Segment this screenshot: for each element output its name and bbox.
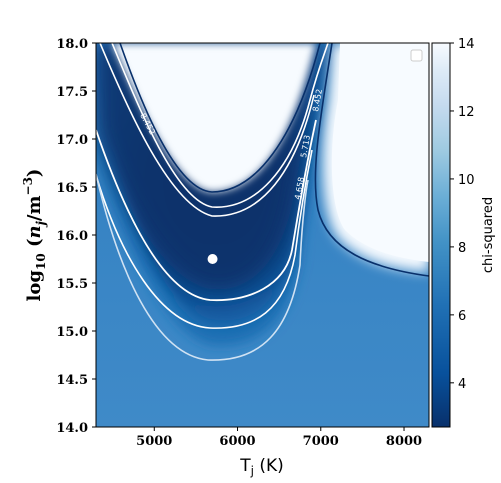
heatmap-plot-area: 8.452 8.452 5.713 4.658 [96,43,429,427]
contour-label-5713: 5.713 [299,134,312,158]
x-axis-label: Tj (K) [239,456,284,478]
colorbar-tick-label: 4 [458,377,466,392]
heatmap-upper-region [112,43,316,192]
x-tick-label: 8000 [386,434,422,449]
contour-line-8452 [111,43,329,208]
colorbar [432,43,450,427]
heatmap-right-region-core [331,43,429,262]
x-tick-label: 5000 [136,434,172,449]
y-tick-label: 15.5 [56,277,88,292]
svg-text:log10 (nj/m−3): log10 (nj/m−3) [21,169,48,302]
colorbar-frame [431,42,451,428]
colorbar-tick-label: 8 [458,241,466,256]
colorbar-tick-label: 12 [458,105,475,120]
y-tick-label: 15.0 [56,325,88,340]
y-axis-label: log10 (nj/m−3) [21,169,48,302]
x-axis-ticks: 5000 6000 7000 8000 [136,427,422,449]
best-fit-point [207,254,218,264]
x-tick-label: 7000 [303,434,339,449]
y-tick-label: 16.5 [56,181,88,196]
y-tick-label: 14.0 [56,421,88,436]
colorbar-tick-label: 6 [458,309,466,324]
contour-label-4658: 4.658 [293,176,306,200]
contour-line-outer-b [96,173,309,361]
contour-line-outer-a [96,149,313,329]
contour-line-5713 [99,43,315,217]
y-tick-label: 14.5 [56,373,88,388]
contour-label-8452-right: 8.452 [311,88,324,112]
y-tick-label: 18.0 [56,37,88,52]
y-tick-label: 17.0 [56,133,88,148]
colorbar-ticks: 4 6 8 10 12 14 [450,37,475,392]
colorbar-tick-label: 10 [458,173,475,188]
y-tick-label: 17.5 [56,85,88,100]
contour-upper-boundary [119,43,321,193]
contour-line-4658 [96,119,317,301]
x-tick-label: 6000 [219,434,255,449]
contour-right-boundary [314,43,429,277]
y-tick-label: 16.0 [56,229,88,244]
colorbar-tick-label: 14 [458,37,475,52]
y-axis-ticks: 14.0 14.5 15.0 15.5 16.0 16.5 17.0 17.5 18.0 [56,37,96,436]
legend-box [410,49,423,62]
colorbar-label: chi-squared [481,197,496,273]
